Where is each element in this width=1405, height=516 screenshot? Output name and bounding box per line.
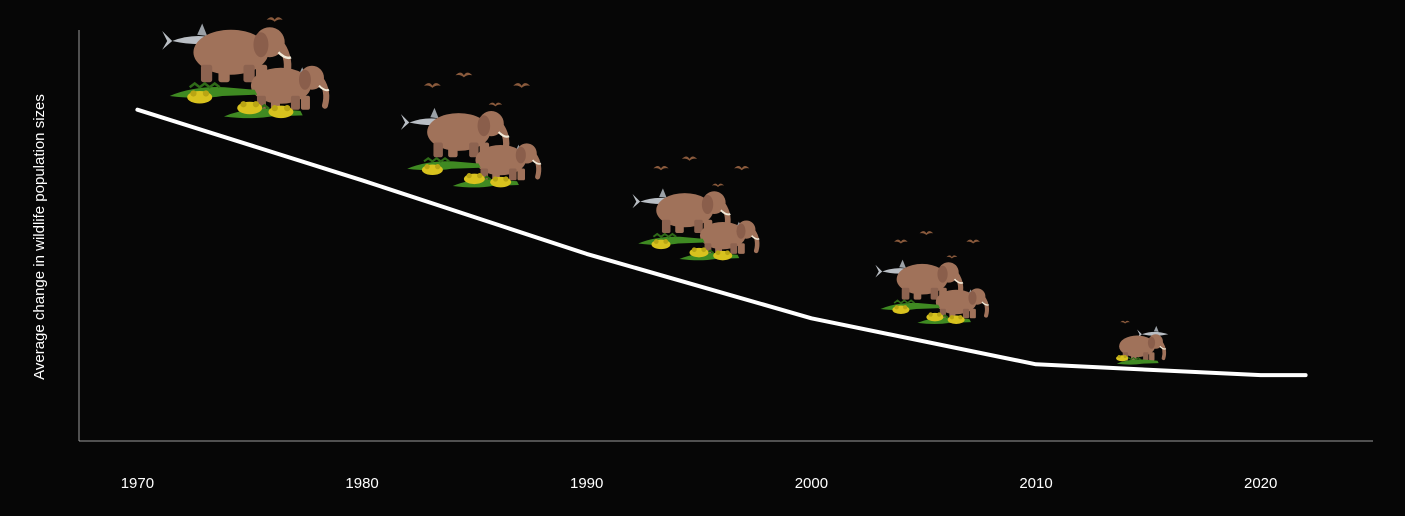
crocodile-icon [638, 232, 705, 245]
x-tick-label: 1990 [570, 475, 603, 492]
crocodile-icon [880, 299, 940, 311]
frog-icon [892, 305, 910, 315]
elephant-icon [250, 65, 330, 110]
frog-icon [490, 176, 512, 188]
animal-group [400, 72, 542, 188]
crocodile-icon [407, 156, 481, 171]
frog-icon [651, 239, 671, 250]
bird-icon [266, 17, 283, 22]
frog-icon [926, 312, 944, 322]
bird-icon [681, 156, 698, 161]
bird-icon [734, 166, 750, 171]
series-line [135, 107, 1308, 378]
elephant-icon [896, 262, 964, 300]
bird-icon [513, 83, 531, 88]
bird-icon [966, 239, 980, 244]
elephant-icon [475, 143, 542, 181]
elephant-icon [935, 288, 990, 319]
animal-group [632, 156, 760, 261]
bird-icon [455, 72, 473, 78]
frog-icon [689, 247, 709, 258]
animal-group [875, 231, 990, 325]
x-tick-label: 1980 [345, 475, 378, 492]
frog-icon [713, 250, 733, 261]
bird-icon [894, 239, 908, 244]
elephant-icon [656, 191, 731, 233]
x-tick-label: 2000 [795, 475, 828, 492]
x-tick-label: 2020 [1244, 475, 1277, 492]
frog-icon [187, 90, 213, 104]
shark-icon [1137, 325, 1169, 339]
elephant-icon [699, 220, 760, 254]
frog-icon [237, 101, 263, 115]
bird-icon [488, 102, 503, 107]
bird-icon [1120, 320, 1130, 324]
x-tick-label: 1970 [121, 475, 154, 492]
frog-icon [421, 164, 443, 176]
bird-icon [919, 231, 934, 235]
crocodile-icon [1116, 356, 1159, 365]
frog-icon [1116, 355, 1129, 362]
bird-icon [424, 83, 441, 88]
bird-icon [711, 183, 725, 188]
y-axis-title: Average change in wildlife population si… [31, 94, 48, 380]
bird-icon [653, 166, 669, 171]
crocodile-icon [169, 81, 258, 98]
illustrations-layer [162, 17, 1169, 365]
frog-icon [268, 105, 294, 119]
animal-group [1116, 320, 1169, 365]
x-tick-label: 2010 [1019, 475, 1052, 492]
animal-group [162, 17, 330, 119]
frog-icon [947, 315, 965, 325]
x-tick-labels: 1970 1980 1990 2000 2010 2020 [121, 475, 1278, 492]
bird-icon [946, 255, 958, 259]
frog-icon [463, 173, 485, 185]
